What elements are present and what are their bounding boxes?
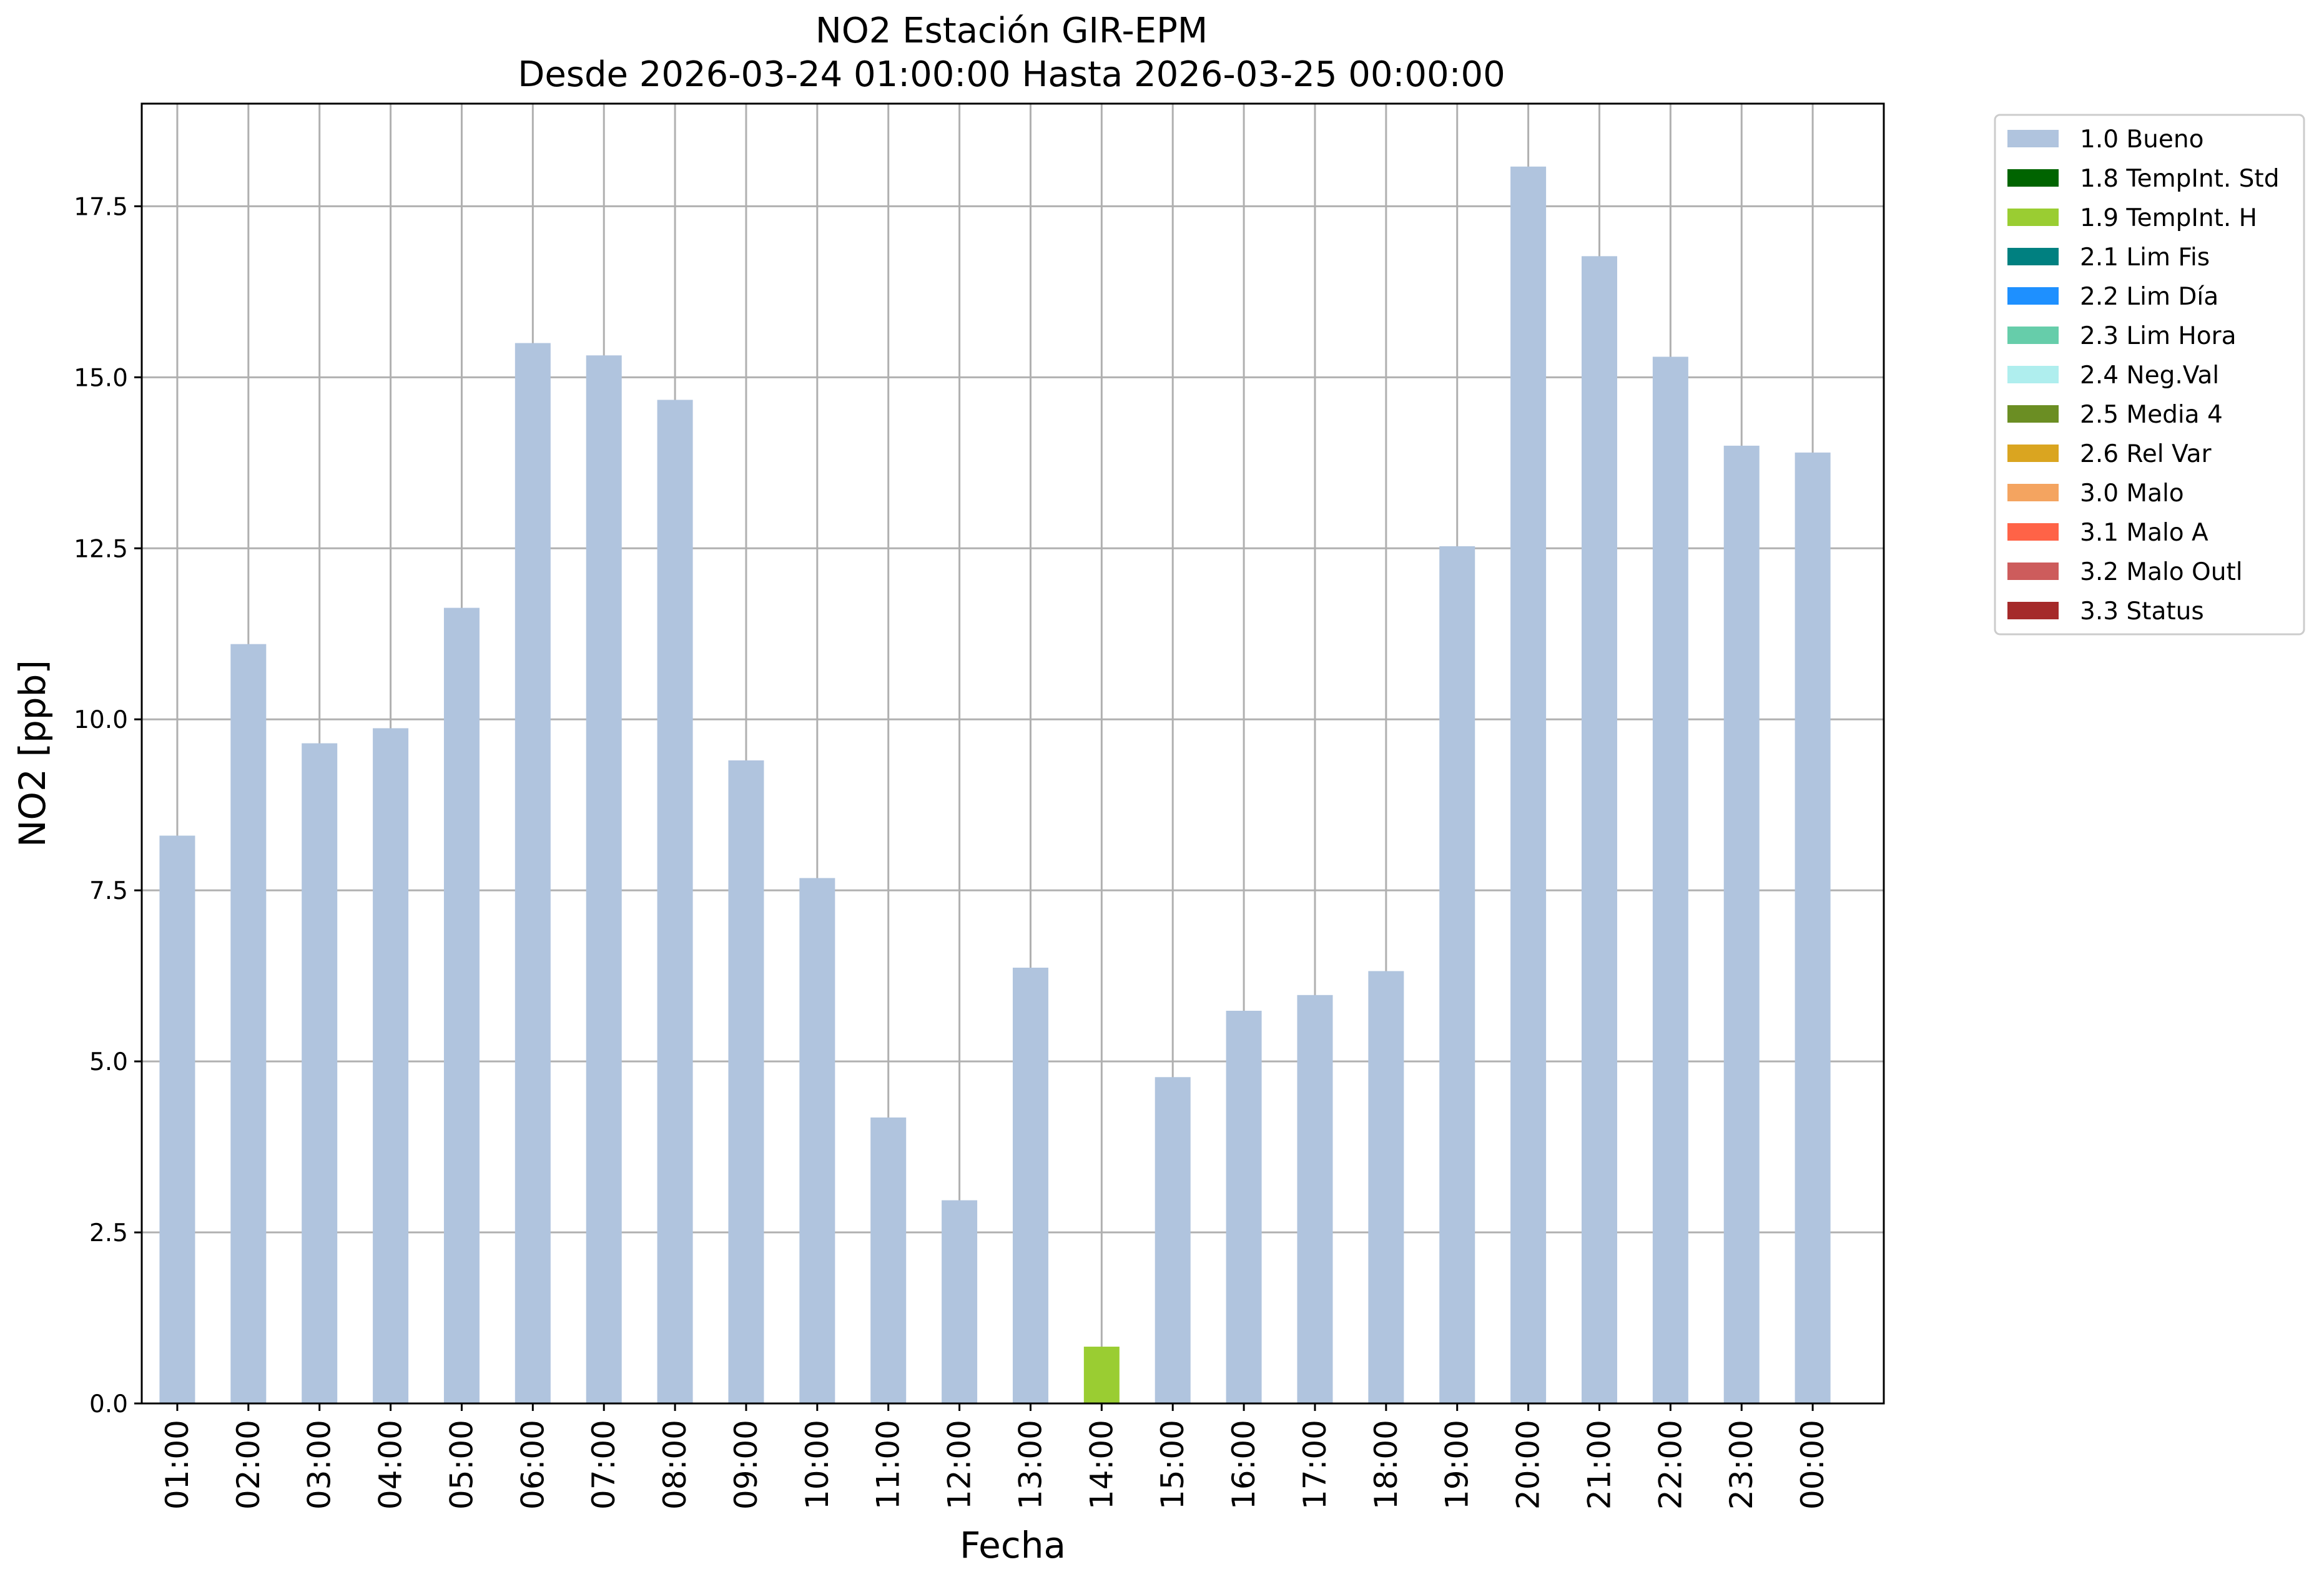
- x-tick-label: 05:00: [443, 1420, 480, 1510]
- legend-label: 3.2 Malo Outl: [2080, 558, 2243, 586]
- legend-swatch: [2007, 484, 2059, 501]
- bar-1800: [1368, 971, 1404, 1403]
- y-axis-ticks: 0.0 2.5 5.0 7.5 10.0 12.5 15.0 17.5: [74, 193, 142, 1418]
- bar-0800: [657, 400, 693, 1404]
- legend-swatch: [2007, 523, 2059, 541]
- legend-label: 3.0 Malo: [2080, 479, 2184, 508]
- bar-0300: [302, 743, 338, 1403]
- x-tick-label: 21:00: [1581, 1420, 1617, 1510]
- legend-label: 1.0 Bueno: [2080, 125, 2203, 154]
- bars: [159, 166, 1831, 1404]
- chart-title: NO2 Estación GIR-EPM: [815, 11, 1208, 51]
- y-tick-label: 2.5: [89, 1219, 128, 1247]
- y-tick-label: 12.5: [74, 535, 128, 563]
- legend-swatch: [2007, 327, 2059, 344]
- legend-swatch: [2007, 248, 2059, 265]
- x-tick-label: 22:00: [1652, 1420, 1688, 1510]
- bar-1600: [1226, 1011, 1262, 1403]
- y-axis-label: NO2 [ppb]: [11, 660, 54, 847]
- bar-1900: [1439, 546, 1475, 1403]
- bar-0000: [1795, 452, 1831, 1403]
- x-tick-label: 12:00: [942, 1420, 978, 1510]
- x-tick-label: 01:00: [159, 1420, 195, 1510]
- x-tick-label: 07:00: [586, 1420, 622, 1510]
- x-tick-label: 16:00: [1226, 1420, 1262, 1510]
- x-tick-label: 17:00: [1297, 1420, 1333, 1510]
- legend-label: 2.6 Rel Var: [2080, 440, 2212, 468]
- legend-label: 2.2 Lim Día: [2080, 283, 2218, 311]
- legend: 1.0 Bueno 1.8 TempInt. Std 1.9 TempInt. H 2…: [1994, 114, 2305, 636]
- legend-swatch: [2007, 405, 2059, 423]
- bar-2200: [1652, 356, 1688, 1403]
- x-tick-label: 15:00: [1155, 1420, 1191, 1510]
- x-tick-label: 14:00: [1083, 1420, 1120, 1510]
- bar-1500: [1155, 1077, 1191, 1403]
- bar-1200: [942, 1200, 978, 1403]
- y-tick-label: 17.5: [74, 193, 128, 221]
- x-tick-label: 13:00: [1012, 1420, 1048, 1510]
- plot-frame: [140, 102, 1885, 1405]
- bar-1400: [1083, 1347, 1120, 1403]
- x-tick-label: 02:00: [230, 1420, 267, 1510]
- y-tick-label: 7.5: [89, 877, 128, 905]
- x-tick-label: 23:00: [1723, 1420, 1760, 1510]
- y-tick-label: 5.0: [89, 1048, 128, 1076]
- x-tick-label: 08:00: [657, 1420, 693, 1510]
- x-tick-label: 10:00: [799, 1420, 835, 1510]
- legend-swatch: [2007, 366, 2059, 383]
- legend-label: 3.1 Malo A: [2080, 519, 2208, 547]
- chart-subtitle: Desde 2026-03-24 01:00:00 Hasta 2026-03-…: [518, 54, 1505, 95]
- bar-2000: [1510, 166, 1547, 1403]
- legend-swatch: [2007, 287, 2059, 305]
- x-tick-label: 06:00: [515, 1420, 551, 1510]
- x-tick-label: 09:00: [728, 1420, 764, 1510]
- bar-0500: [443, 607, 480, 1403]
- bar-0700: [586, 355, 622, 1404]
- bar-0400: [373, 728, 409, 1403]
- legend-swatch: [2007, 563, 2059, 580]
- x-tick-label: 03:00: [302, 1420, 338, 1510]
- legend-items: 1.0 Bueno 1.8 TempInt. Std 1.9 TempInt. H 2…: [2007, 125, 2279, 626]
- legend-swatch: [2007, 445, 2059, 462]
- y-tick-label: 15.0: [74, 364, 128, 392]
- x-axis-ticks: 01:00 02:00 03:00 04:00 05:00 06:00 07:00 08:00…: [159, 1403, 1831, 1510]
- x-tick-label: 11:00: [870, 1420, 907, 1510]
- bar-1700: [1297, 995, 1333, 1403]
- legend-swatch: [2007, 169, 2059, 187]
- bar-1000: [799, 878, 835, 1403]
- bar-2300: [1723, 445, 1760, 1403]
- legend-label: 2.4 Neg.Val: [2080, 361, 2219, 390]
- legend-swatch: [2007, 209, 2059, 226]
- legend-label: 1.8 TempInt. Std: [2080, 165, 2279, 193]
- x-tick-label: 20:00: [1510, 1420, 1547, 1510]
- x-tick-label: 04:00: [373, 1420, 409, 1510]
- legend-frame: [1994, 114, 2305, 636]
- legend-swatch: [2007, 602, 2059, 619]
- x-tick-label: 18:00: [1368, 1420, 1404, 1510]
- x-tick-label: 19:00: [1439, 1420, 1475, 1510]
- bar-1300: [1012, 967, 1048, 1403]
- bar-0200: [230, 644, 267, 1403]
- legend-label: 1.9 TempInt. H: [2080, 204, 2257, 232]
- legend-swatch: [2007, 130, 2059, 147]
- y-tick-label: 10.0: [74, 706, 128, 734]
- bar-0900: [728, 760, 764, 1403]
- x-axis-label: Fecha: [960, 1524, 1066, 1566]
- legend-label: 2.1 Lim Fis: [2080, 243, 2210, 272]
- legend-label: 2.3 Lim Hora: [2080, 322, 2237, 350]
- y-tick-label: 0.0: [89, 1390, 128, 1418]
- legend-label: 3.3 Status: [2080, 597, 2204, 626]
- bar-0100: [159, 835, 195, 1403]
- bar-0600: [515, 343, 551, 1403]
- bar-1100: [870, 1117, 907, 1403]
- x-tick-label: 00:00: [1795, 1420, 1831, 1510]
- legend-label: 2.5 Media 4: [2080, 401, 2223, 429]
- bar-2100: [1581, 256, 1617, 1403]
